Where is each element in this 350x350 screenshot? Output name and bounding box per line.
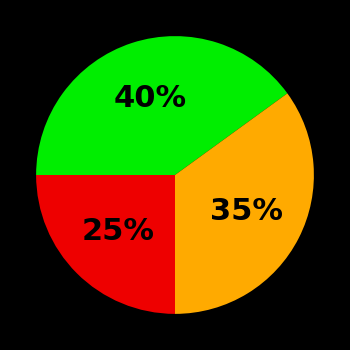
- Wedge shape: [36, 175, 175, 314]
- Wedge shape: [36, 36, 287, 175]
- Text: 25%: 25%: [82, 217, 155, 246]
- Wedge shape: [175, 93, 314, 314]
- Text: 35%: 35%: [210, 197, 283, 226]
- Text: 40%: 40%: [113, 84, 187, 113]
